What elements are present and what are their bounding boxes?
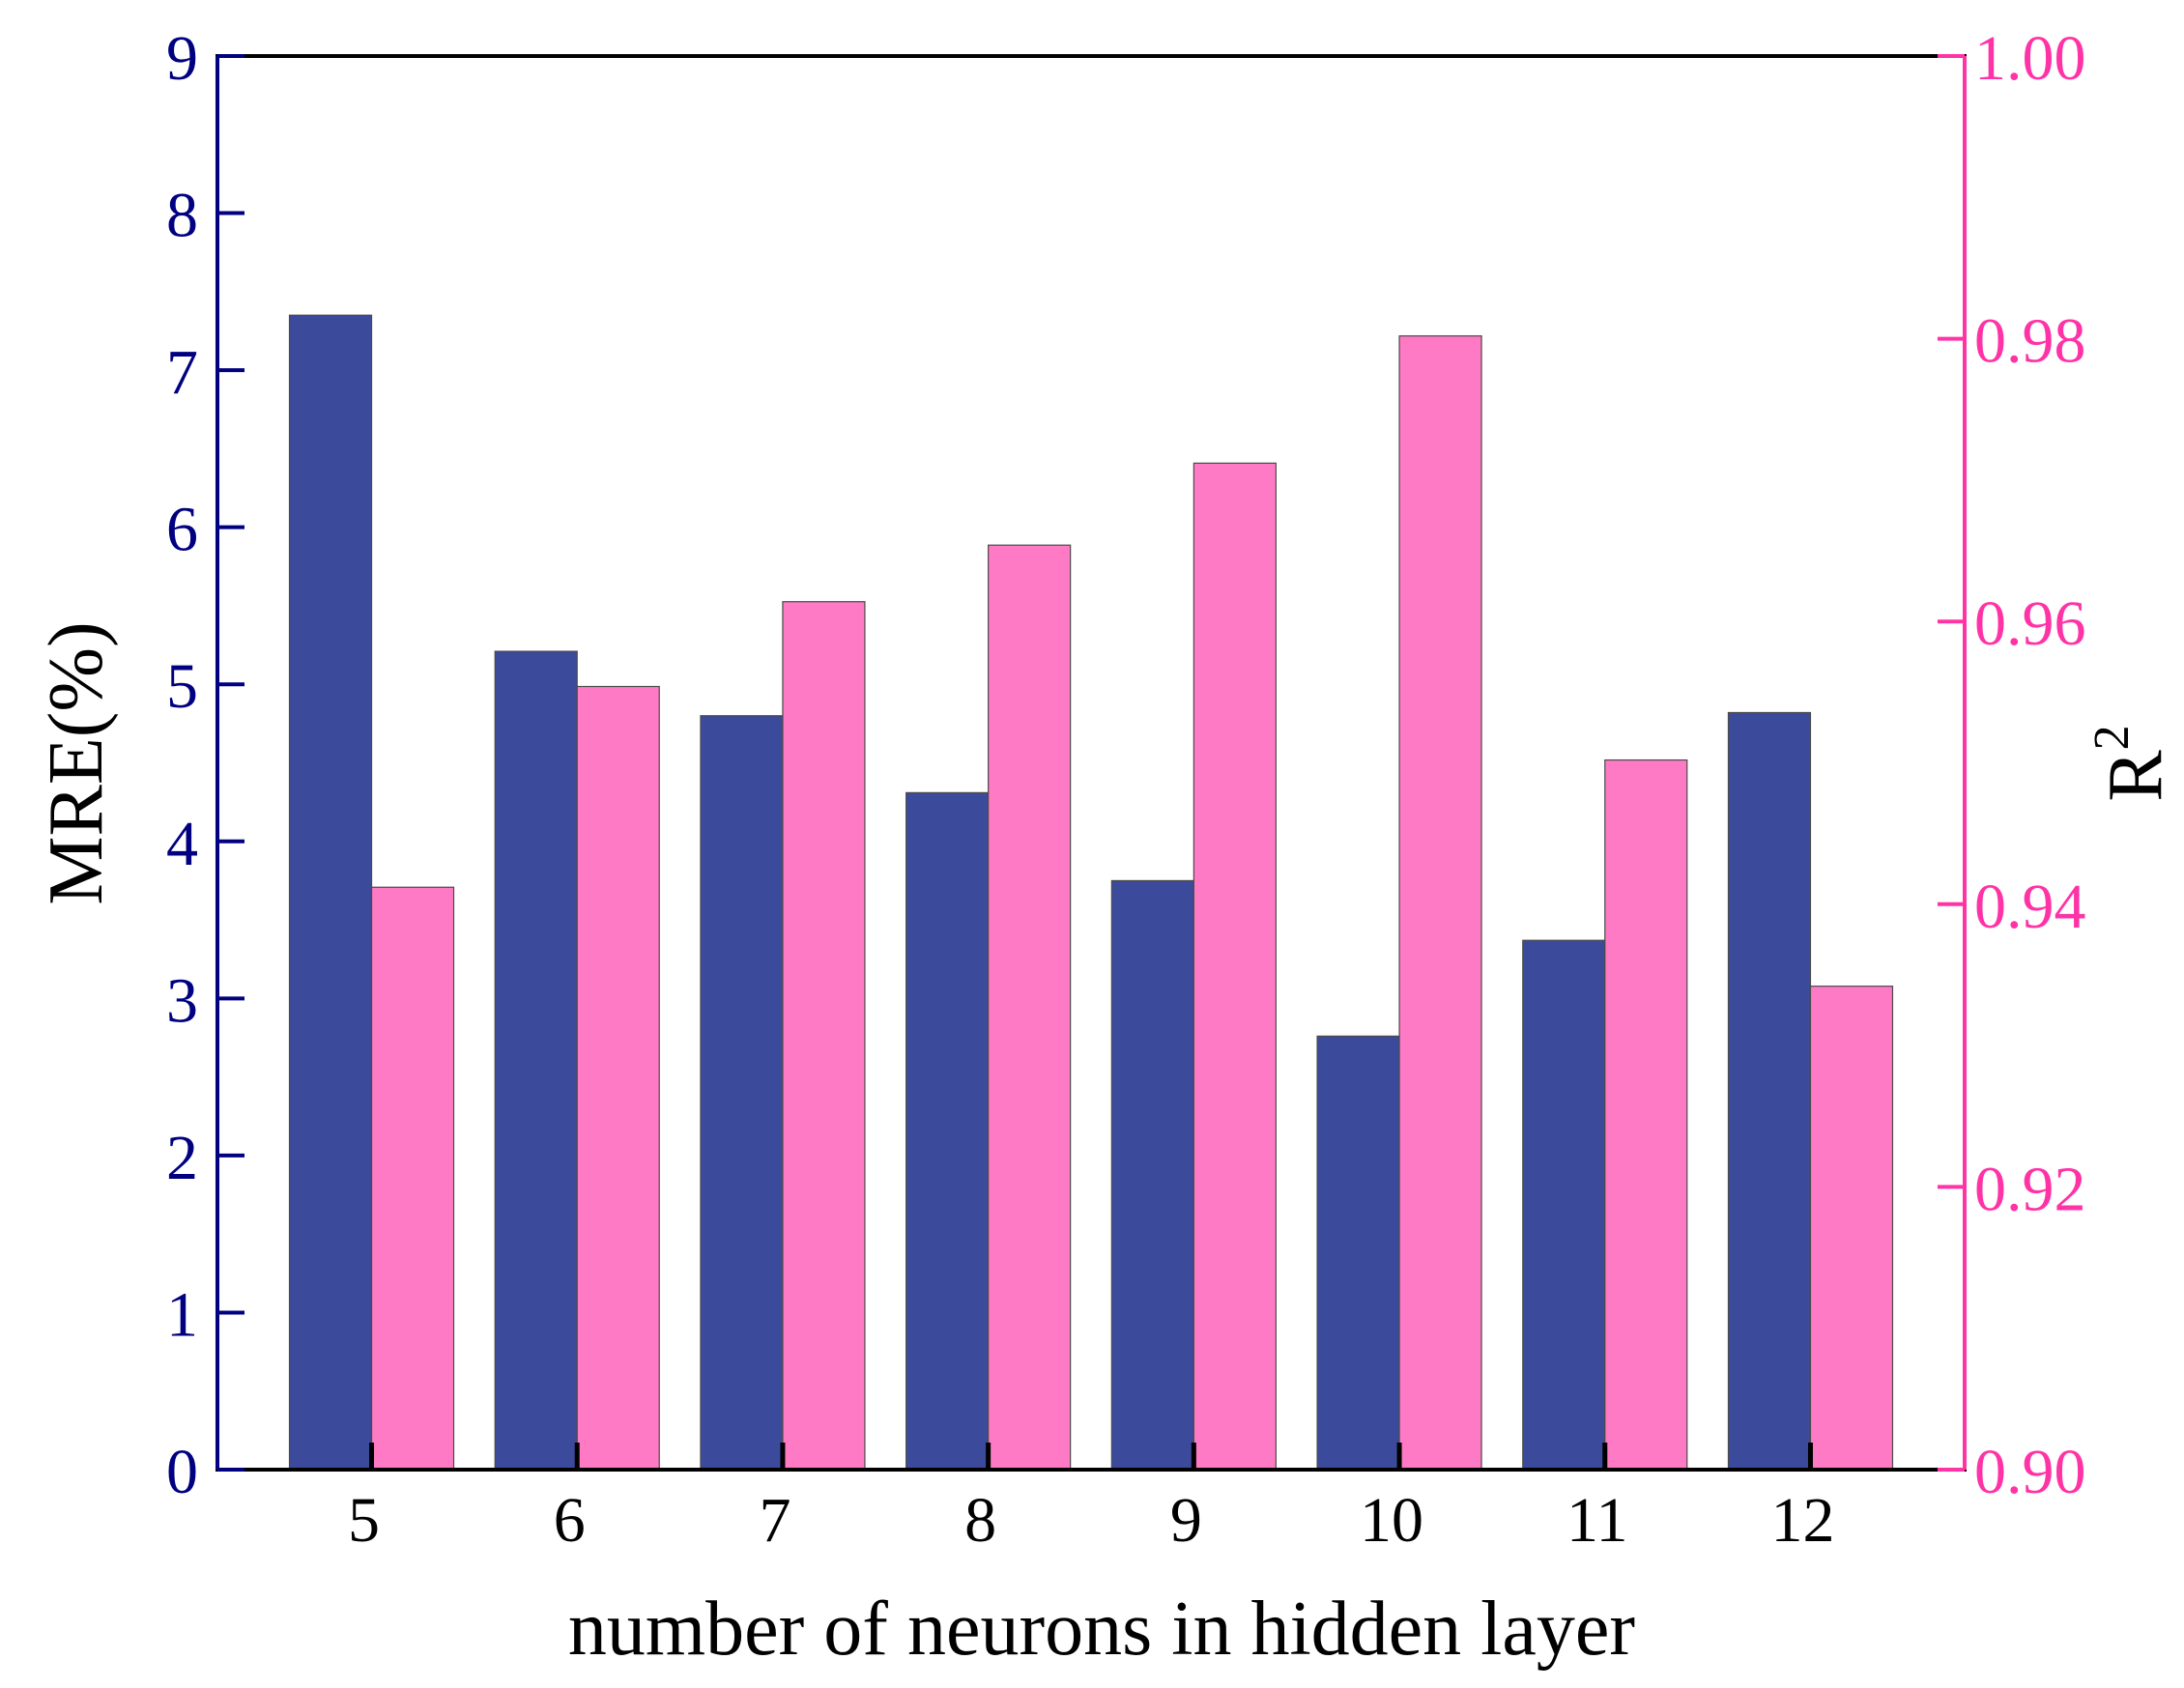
right-y-axis-label: R2 [2084, 725, 2178, 801]
left-tick-label-9: 9 [166, 23, 198, 94]
mre-bar-12 [1727, 711, 1812, 1471]
mre-bar-6 [494, 650, 578, 1471]
x-axis-ticks: 5 6 7 8 9 10 11 12 [348, 1443, 1834, 1556]
x-tick-label-10: 10 [1360, 1485, 1423, 1556]
r2-bar-10 [1398, 335, 1482, 1471]
right-tick-label-0.98: 0.98 [1974, 306, 2086, 377]
x-tick-label-8: 8 [964, 1485, 996, 1556]
left-tick-label-1: 1 [166, 1279, 198, 1350]
x-tick-label-9: 9 [1170, 1485, 1202, 1556]
x-tick-label-7: 7 [759, 1485, 790, 1556]
r2-bar-8 [988, 544, 1072, 1471]
mre-bar-11 [1522, 939, 1606, 1471]
r2-bar-12 [1809, 986, 1894, 1471]
right-tick-label-0.94: 0.94 [1974, 872, 2086, 942]
left-tick-label-4: 4 [166, 809, 198, 879]
mre-bar-7 [700, 715, 784, 1471]
right-y-axis-label-sup: 2 [2084, 725, 2140, 750]
x-axis-label: number of neurons in hidden layer [568, 1587, 1635, 1672]
right-tick-label-0.90: 0.90 [1974, 1437, 2086, 1507]
plot-frame [216, 54, 1967, 1472]
left-tick-label-2: 2 [166, 1123, 198, 1193]
x-tick-label-12: 12 [1770, 1485, 1834, 1556]
mre-bar-10 [1316, 1035, 1400, 1471]
left-y-axis-label: MRE(%) [34, 621, 119, 904]
mre-bar-9 [1110, 879, 1194, 1471]
right-tick-label-0.92: 0.92 [1974, 1154, 2086, 1224]
left-axis-ticks: 0 1 2 3 4 5 6 7 8 9 [166, 23, 244, 1507]
left-tick-label-0: 0 [166, 1437, 198, 1507]
mre-bar-8 [905, 791, 990, 1471]
left-tick-label-6: 6 [166, 495, 198, 565]
mre-bar-5 [288, 314, 373, 1471]
left-tick-label-3: 3 [166, 965, 198, 1036]
r2-bar-11 [1604, 758, 1688, 1471]
right-tick-label-1.00: 1.00 [1974, 23, 2086, 94]
x-tick-label-6: 6 [554, 1485, 586, 1556]
left-tick-label-7: 7 [166, 337, 198, 408]
r2-bar-5 [370, 886, 455, 1471]
bars-layer [288, 314, 1894, 1471]
r2-bar-7 [782, 601, 866, 1471]
right-y-axis-label-base: R [2093, 750, 2178, 802]
r2-bar-6 [576, 685, 660, 1471]
r2-bar-9 [1193, 462, 1277, 1471]
x-tick-label-5: 5 [348, 1485, 380, 1556]
right-axis-ticks: 0.90 0.92 0.94 0.96 0.98 1.00 [1938, 23, 2086, 1507]
left-tick-label-5: 5 [166, 651, 198, 722]
left-tick-label-8: 8 [166, 181, 198, 251]
right-tick-label-0.96: 0.96 [1974, 588, 2086, 659]
x-tick-label-11: 11 [1566, 1485, 1628, 1556]
